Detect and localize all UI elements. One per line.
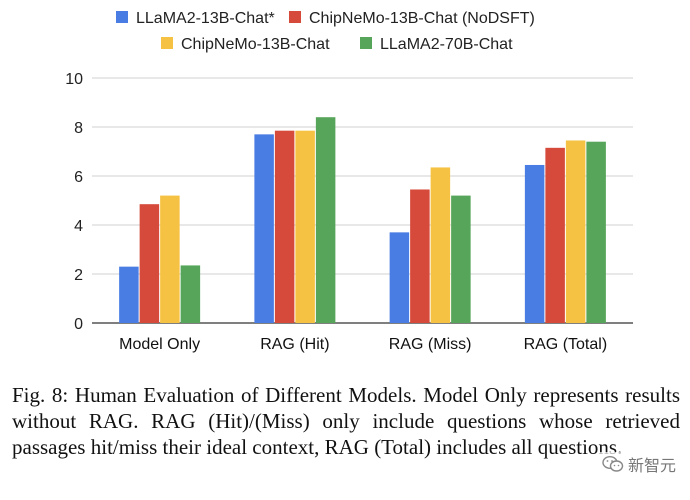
x-tick-label: RAG (Miss) (389, 336, 472, 353)
bar-3-3 (586, 141, 606, 323)
wechat-icon (602, 455, 624, 472)
bar-2-3 (451, 195, 471, 323)
watermark-text: 新智元 (627, 456, 676, 475)
legend-label-llama2-70b: LLaMA2-70B-Chat (380, 36, 513, 53)
bar-1-0 (254, 134, 274, 323)
bar-chart: LLaMA2-13B-Chat* ChipNeMo-13B-Chat (NoDS… (65, 10, 633, 353)
bar-3-1 (545, 147, 565, 323)
legend-label-chipnemo: ChipNeMo-13B-Chat (181, 36, 330, 53)
x-tick-label: RAG (Total) (524, 336, 608, 353)
legend-swatch-chipnemo (161, 37, 173, 49)
bar-2-2 (430, 167, 451, 323)
bar-3-2 (565, 140, 586, 323)
legend-swatch-chipnemo-nodsft (289, 11, 301, 23)
y-tick-label: 4 (74, 218, 83, 235)
y-tick-label: 10 (65, 71, 83, 88)
bar-3-0 (524, 164, 545, 323)
bar-2-1 (410, 189, 430, 323)
bar-1-2 (295, 130, 315, 323)
bar-0-1 (139, 204, 160, 323)
bar-0-0 (119, 266, 139, 323)
legend-swatch-llama2-70b (360, 37, 372, 49)
x-tick-label: Model Only (119, 336, 200, 353)
bar-0-2 (160, 195, 180, 323)
y-tick-label: 2 (74, 267, 83, 284)
legend-swatch-llama2-13b (116, 11, 128, 23)
watermark: 新智元 (597, 452, 676, 476)
bar-0-3 (180, 265, 201, 323)
bar-1-3 (315, 117, 336, 323)
chart-legend: LLaMA2-13B-Chat* ChipNeMo-13B-Chat (NoDS… (116, 10, 535, 53)
bar-2-0 (389, 232, 410, 323)
x-tick-label: RAG (Hit) (260, 336, 329, 353)
y-tick-label: 0 (74, 316, 83, 333)
bar-1-1 (274, 130, 295, 323)
bars (119, 117, 606, 323)
legend-label-llama2-13b: LLaMA2-13B-Chat* (136, 10, 275, 27)
legend-label-chipnemo-nodsft: ChipNeMo-13B-Chat (NoDSFT) (309, 10, 535, 27)
x-axis-categories: Model Only RAG (Hit) RAG (Miss) RAG (Total) (119, 336, 607, 353)
y-axis-ticks: 0 2 4 6 8 10 (65, 71, 83, 333)
y-tick-label: 8 (74, 120, 83, 137)
y-tick-label: 6 (74, 169, 83, 186)
figure-caption: Fig. 8: Human Evaluation of Different Mo… (12, 383, 680, 459)
